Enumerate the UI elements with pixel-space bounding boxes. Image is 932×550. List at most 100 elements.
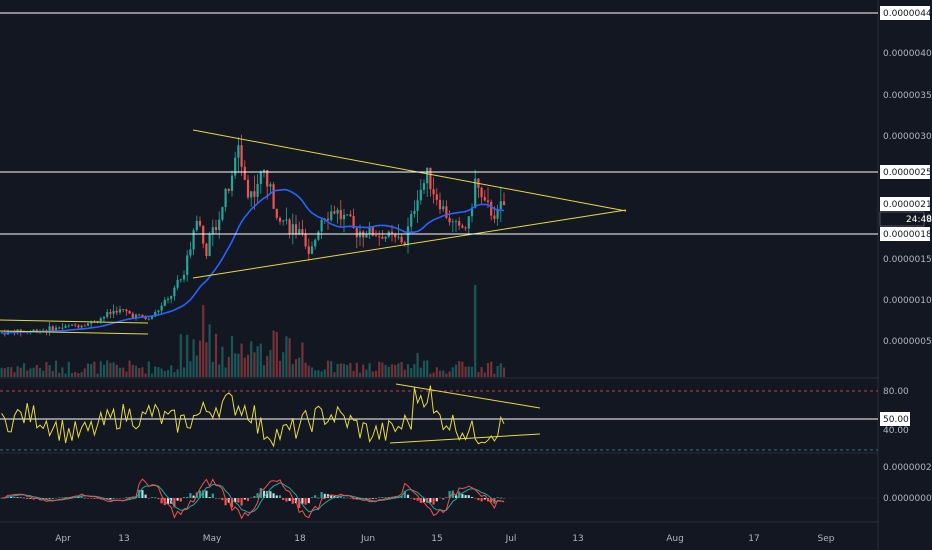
candle-body[interactable] xyxy=(275,208,278,218)
candle-body[interactable] xyxy=(86,323,90,326)
candle-body[interactable] xyxy=(310,246,314,254)
candle-body[interactable] xyxy=(269,184,272,187)
candle-body[interactable] xyxy=(115,310,118,313)
candle-body[interactable] xyxy=(342,214,346,220)
candle-body[interactable] xyxy=(218,219,221,231)
candle-body[interactable] xyxy=(320,220,323,232)
candle-body[interactable] xyxy=(195,220,198,231)
candle-body[interactable] xyxy=(234,157,237,176)
candle-body[interactable] xyxy=(202,225,205,244)
candle-body[interactable] xyxy=(250,191,253,198)
candle-body[interactable] xyxy=(230,175,234,191)
time-axis[interactable]: Apr 13 May 18 Jun 15 Jul 13 Aug 17 Sep xyxy=(55,534,835,544)
candle-body[interactable] xyxy=(77,325,80,328)
candle-body[interactable] xyxy=(336,209,339,214)
candle-body[interactable] xyxy=(131,313,134,318)
candle-body[interactable] xyxy=(486,200,490,202)
candle-body[interactable] xyxy=(304,233,307,247)
candle-body[interactable] xyxy=(368,227,371,235)
candle-body[interactable] xyxy=(208,234,211,257)
candle-body[interactable] xyxy=(259,172,262,184)
candle-body[interactable] xyxy=(349,214,352,217)
candle-body[interactable] xyxy=(272,184,275,209)
candle-body[interactable] xyxy=(138,314,141,316)
candle-body[interactable] xyxy=(266,170,269,187)
candle-body[interactable] xyxy=(458,221,461,226)
candle-body[interactable] xyxy=(464,227,467,229)
candle-body[interactable] xyxy=(48,326,51,332)
candle-body[interactable] xyxy=(253,191,256,197)
candle-body[interactable] xyxy=(112,310,115,314)
candle-body[interactable] xyxy=(58,327,61,329)
candle-body[interactable] xyxy=(192,230,195,250)
trendline[interactable] xyxy=(0,330,149,335)
candle-body[interactable] xyxy=(54,327,58,332)
trendline[interactable] xyxy=(192,209,627,279)
candle-body[interactable] xyxy=(122,309,125,310)
candle-body[interactable] xyxy=(61,327,64,329)
candle-body[interactable] xyxy=(90,321,93,324)
candle-body[interactable] xyxy=(205,243,208,257)
candle-body[interactable] xyxy=(154,312,157,317)
candle-body[interactable] xyxy=(144,317,147,320)
candle-body[interactable] xyxy=(374,235,378,237)
candle-body[interactable] xyxy=(426,167,429,184)
candle-body[interactable] xyxy=(390,231,394,235)
candle-body[interactable] xyxy=(51,326,54,332)
candle-body[interactable] xyxy=(403,242,406,246)
rsi-panel[interactable] xyxy=(0,383,878,451)
candle-body[interactable] xyxy=(326,218,330,221)
candle-body[interactable] xyxy=(307,246,310,254)
candle-body[interactable] xyxy=(224,188,227,208)
candle-body[interactable] xyxy=(170,296,173,299)
candle-body[interactable] xyxy=(493,215,496,219)
candle-body[interactable] xyxy=(461,225,464,228)
candle-body[interactable] xyxy=(221,207,224,220)
candle-body[interactable] xyxy=(365,234,368,238)
candle-body[interactable] xyxy=(371,227,374,236)
rsi-trendline[interactable] xyxy=(395,383,541,409)
candle-body[interactable] xyxy=(429,167,432,190)
candle-body[interactable] xyxy=(419,189,422,201)
candle-body[interactable] xyxy=(160,305,163,311)
candle-body[interactable] xyxy=(106,312,109,317)
candle-body[interactable] xyxy=(186,255,189,275)
candle-body[interactable] xyxy=(413,210,416,214)
candle-body[interactable] xyxy=(333,211,336,214)
candle-body[interactable] xyxy=(237,145,240,158)
candle-body[interactable] xyxy=(125,309,128,312)
candle-body[interactable] xyxy=(384,236,387,239)
candle-body[interactable] xyxy=(406,226,410,246)
candle-body[interactable] xyxy=(214,227,218,231)
horizontal-levels[interactable] xyxy=(0,12,878,235)
candle-body[interactable] xyxy=(410,213,413,227)
candle-body[interactable] xyxy=(339,209,342,220)
candle-body[interactable] xyxy=(448,217,451,223)
candle-body[interactable] xyxy=(176,279,179,288)
candle-body[interactable] xyxy=(394,234,397,238)
candle-body[interactable] xyxy=(355,228,358,238)
candle-body[interactable] xyxy=(99,318,102,322)
candle-body[interactable] xyxy=(314,239,317,247)
candle-body[interactable] xyxy=(32,329,35,331)
candle-body[interactable] xyxy=(282,220,285,222)
candle-body[interactable] xyxy=(470,207,474,217)
candle-body[interactable] xyxy=(246,179,250,198)
candle-body[interactable] xyxy=(496,208,499,219)
candle-body[interactable] xyxy=(211,227,214,235)
candle-body[interactable] xyxy=(243,166,246,180)
candle-body[interactable] xyxy=(134,314,138,318)
candle-body[interactable] xyxy=(483,197,486,201)
trendline[interactable] xyxy=(0,319,149,324)
candle-body[interactable] xyxy=(198,220,202,226)
candle-body[interactable] xyxy=(502,201,506,206)
candle-body[interactable] xyxy=(301,229,304,234)
candle-body[interactable] xyxy=(474,178,477,208)
candle-body[interactable] xyxy=(227,188,230,191)
candle-body[interactable] xyxy=(381,236,384,239)
candle-body[interactable] xyxy=(80,325,83,328)
candle-body[interactable] xyxy=(298,229,301,235)
rsi-trendline[interactable] xyxy=(389,433,541,444)
candle-body[interactable] xyxy=(435,194,438,200)
candle-body[interactable] xyxy=(179,279,182,281)
